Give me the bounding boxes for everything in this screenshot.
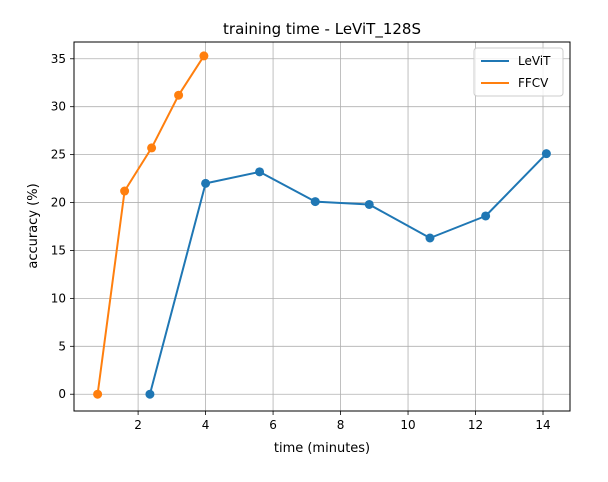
series-point-ffcv: [147, 143, 157, 153]
series-point-levit: [481, 211, 491, 221]
series-layer: [93, 51, 551, 399]
y-tick-label: 20: [51, 196, 66, 210]
y-tick-label: 25: [51, 148, 66, 162]
y-tick-label: 10: [51, 291, 66, 305]
series-point-ffcv: [174, 90, 184, 100]
y-tick-label: 5: [58, 339, 66, 353]
series-line-levit: [148, 153, 548, 395]
series-point-ffcv: [93, 389, 103, 399]
x-tick-label: 8: [337, 418, 345, 432]
series-point-levit: [255, 167, 265, 177]
series-point-levit: [425, 233, 435, 243]
x-tick-label: 10: [400, 418, 415, 432]
chart-title: training time - LeViT_128S: [223, 20, 421, 39]
ticks: 2 4 6 8 10 12 14 0 5 10 15 20 25 30 35: [51, 52, 551, 432]
x-tick-label: 12: [468, 418, 483, 432]
series-point-levit: [201, 178, 211, 188]
x-tick-label: 6: [269, 418, 277, 432]
legend-label-ffcv: FFCV: [518, 76, 549, 90]
series-point-levit: [145, 389, 155, 399]
y-tick-label: 0: [58, 387, 66, 401]
y-axis-label: accuracy (%): [26, 183, 41, 268]
x-tick-label: 4: [202, 418, 210, 432]
y-tick-label: 15: [51, 243, 66, 257]
series-point-levit: [364, 199, 374, 209]
legend-label-levit: LeViT: [518, 54, 551, 68]
legend: LeViT FFCV: [473, 47, 564, 97]
grid: [74, 42, 570, 411]
x-axis-label: time (minutes): [274, 441, 370, 456]
series-point-ffcv: [199, 51, 209, 61]
x-tick-label: 2: [134, 418, 142, 432]
y-tick-label: 35: [51, 52, 66, 66]
plot-frame: [73, 41, 571, 412]
series-point-levit: [310, 197, 320, 207]
series-point-levit: [541, 149, 551, 159]
x-tick-label: 14: [535, 418, 550, 432]
series-point-ffcv: [120, 186, 130, 196]
y-tick-label: 30: [51, 100, 66, 114]
